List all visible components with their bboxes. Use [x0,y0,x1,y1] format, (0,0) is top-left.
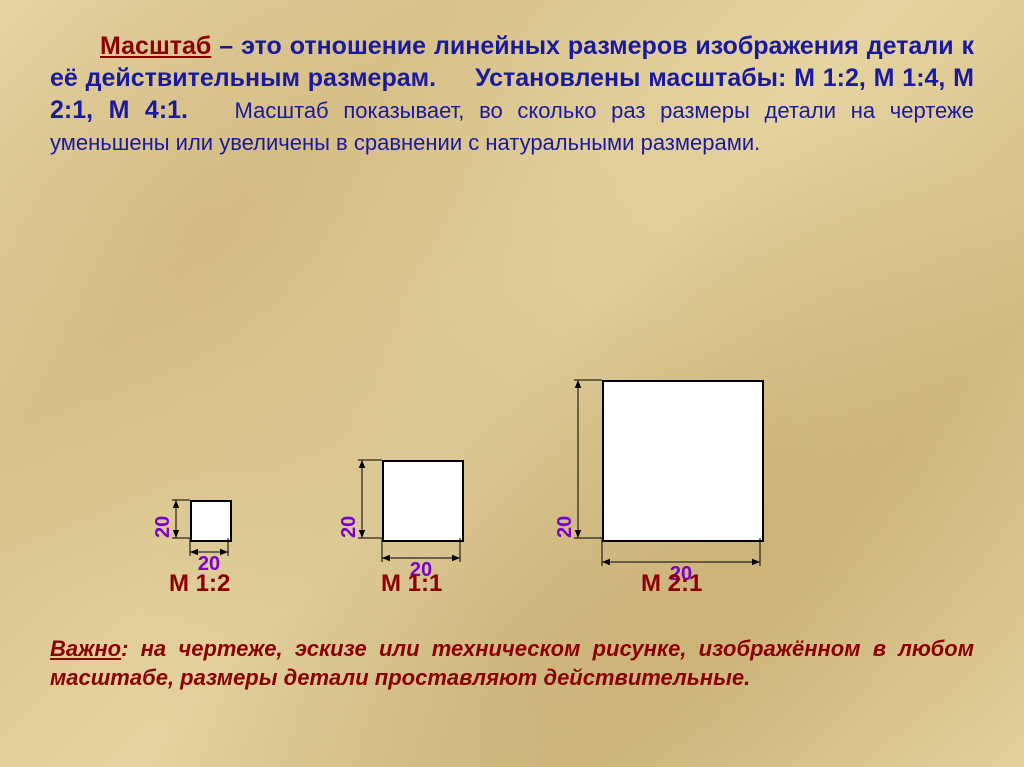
fig-large-height-value: 20 [554,380,577,538]
footer-lead: Важно [50,636,121,661]
fig-small-scale-label: М 1:2 [169,570,230,598]
footer-note: Важно: на чертеже, эскизе или техническо… [50,635,974,692]
fig-mid-square [382,460,464,542]
scale-diagrams: 202020202020 [0,280,1024,580]
fig-large-scale-label: М 2:1 [641,570,702,598]
main-paragraph: Масштаб – это отношение линейных размеро… [0,0,1024,158]
fig-small-height-value: 20 [152,500,175,538]
term: Масштаб [100,32,211,60]
fig-mid-height-value: 20 [338,460,361,538]
fig-mid-scale-label: М 1:1 [381,570,442,598]
explanation: Масштаб показывает, во сколько раз разме… [50,98,974,155]
fig-large-square [602,380,764,542]
footer-text: : на чертеже, эскизе или техническом рис… [50,636,974,690]
